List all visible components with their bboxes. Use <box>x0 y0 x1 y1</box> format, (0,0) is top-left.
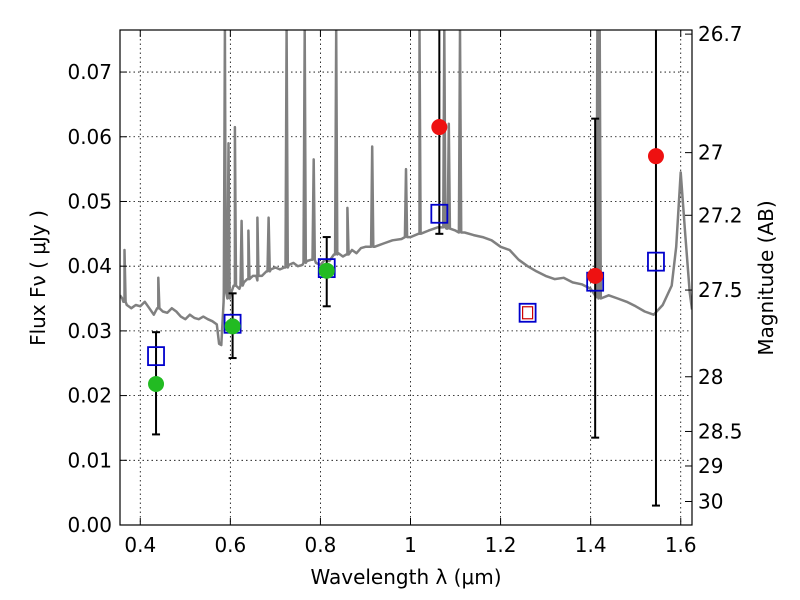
y2-tick-label: 27 <box>698 141 723 165</box>
upper-limit-point <box>587 267 604 284</box>
upper-limit-point <box>647 148 664 165</box>
y-axis-title: Flux Fν ( μJy ) <box>26 210 50 346</box>
x-axis-title: Wavelength λ (μm) <box>310 565 501 589</box>
model-flux-square <box>647 251 665 272</box>
y-axis: 0.00 0.01 0.02 0.03 0.04 0.05 0.06 0.07 <box>67 60 127 537</box>
detection-point <box>148 375 165 392</box>
marginal-flux-marker <box>522 306 534 320</box>
y2-tick-label: 30 <box>698 490 723 514</box>
y-tick-label: 0.02 <box>67 384 112 408</box>
x-tick-label: 1.6 <box>665 533 697 557</box>
model-flux-square <box>430 203 449 224</box>
x-tick-label: 0.4 <box>124 533 156 557</box>
y-tick-label: 0.05 <box>67 189 112 213</box>
y-tick-label: 0.06 <box>67 125 112 149</box>
x-axis: 0.4 0.6 0.8 1 1.2 1.4 1.6 <box>124 30 697 557</box>
y2-tick-label: 26.7 <box>698 22 743 46</box>
model-flux-square <box>147 346 165 367</box>
y2-tick-label: 27.2 <box>698 203 743 227</box>
y-tick-label: 0.03 <box>67 319 112 343</box>
x-tick-label: 1.2 <box>485 533 517 557</box>
y2-axis-title: Magnitude (AB) <box>754 200 778 355</box>
y2-tick-label: 28 <box>698 365 723 389</box>
plot-area <box>120 30 692 507</box>
upper-limit-point <box>431 119 448 136</box>
detection-point <box>224 318 241 335</box>
x-tick-label: 0.6 <box>214 533 246 557</box>
y-tick-label: 0.01 <box>67 448 112 472</box>
y-tick-label: 0.04 <box>67 254 112 278</box>
detection-point <box>318 262 335 279</box>
y-tick-label: 0.07 <box>67 60 112 84</box>
y2-tick-label: 28.5 <box>698 419 743 443</box>
model-spectrum-line <box>120 30 692 347</box>
y-tick-label: 0.00 <box>67 513 112 537</box>
model-flux-square <box>518 302 537 323</box>
x-tick-label: 1.4 <box>575 533 607 557</box>
y2-tick-label: 27.5 <box>698 278 743 302</box>
x-tick-label: 0.8 <box>305 533 337 557</box>
x-tick-label: 1 <box>404 533 417 557</box>
grid-lines <box>120 30 692 525</box>
y2-axis: 26.7 27 27.2 27.5 28 28.5 29 30 <box>685 22 743 514</box>
plot-frame <box>119 29 693 526</box>
y2-tick-label: 29 <box>698 454 723 478</box>
